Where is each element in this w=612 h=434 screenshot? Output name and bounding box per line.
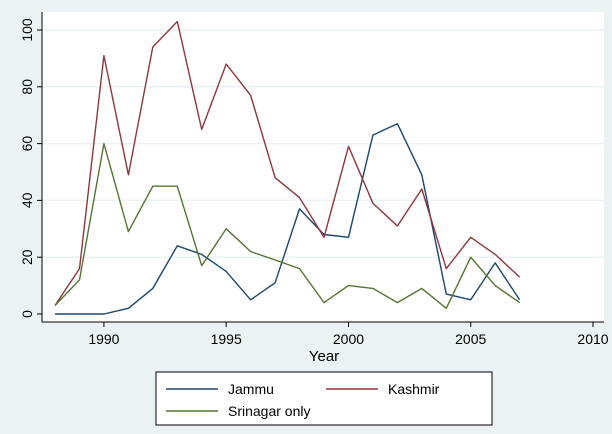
series-line-srinagar-only xyxy=(54,142,521,309)
y-tick-label: 0 xyxy=(19,310,35,318)
x-tick-label: 1990 xyxy=(88,331,119,347)
x-tick-label: 1995 xyxy=(211,331,242,347)
x-axis-title: Year xyxy=(309,348,339,365)
x-tick-label: 2000 xyxy=(333,331,364,347)
legend-label-jammu: Jammu xyxy=(228,381,274,397)
series-line-kashmir xyxy=(54,20,521,306)
legend: Jammu Kashmir Srinagar only xyxy=(155,371,493,426)
series-layer xyxy=(54,20,521,315)
series-line-jammu xyxy=(55,122,521,315)
legend-label-kashmir: Kashmir xyxy=(388,381,440,397)
y-tick-label: 40 xyxy=(19,192,35,208)
x-tick-label: 2010 xyxy=(577,331,608,347)
plot-area xyxy=(42,12,604,322)
y-tick-label: 100 xyxy=(19,18,35,42)
y-tick-label: 20 xyxy=(19,249,35,265)
legend-box xyxy=(155,371,493,426)
axis-layer: 0 20 40 60 80 100 1990 1995 2000 2005 2010 xyxy=(19,12,609,347)
y-tick-label: 80 xyxy=(19,79,35,95)
x-tick-label: 2005 xyxy=(455,331,486,347)
grid-layer xyxy=(42,29,604,258)
y-tick-label: 60 xyxy=(19,136,35,152)
legend-label-srinagar-only: Srinagar only xyxy=(228,403,311,419)
